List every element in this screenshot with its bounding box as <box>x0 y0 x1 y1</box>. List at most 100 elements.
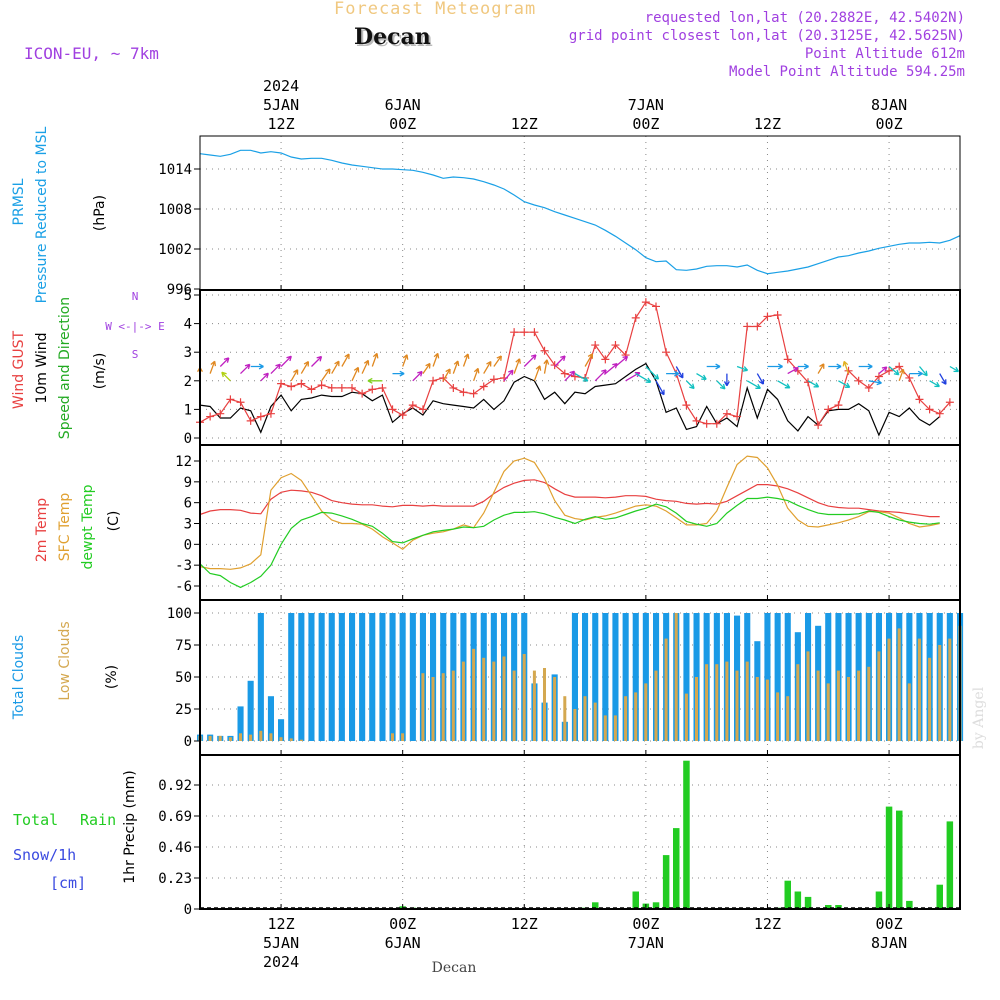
rain-bar <box>896 810 903 909</box>
wind-unit: (m/s) <box>92 353 108 390</box>
wind-direction-arrow <box>270 363 281 375</box>
gust-marker <box>520 328 529 337</box>
gust-marker <box>530 328 539 337</box>
wind-direction-arrow <box>412 370 423 382</box>
low-cloud-bar <box>654 670 658 741</box>
gust-marker <box>601 355 610 364</box>
wind-direction-arrow <box>797 363 809 370</box>
total-cloud-bar <box>399 613 406 741</box>
low-cloud-bar <box>208 735 212 741</box>
low-cloud-bar <box>695 677 698 741</box>
wind-direction-arrow <box>462 353 470 367</box>
total-clouds-label: Total Clouds <box>11 635 27 720</box>
panel-frame-precip <box>199 754 961 910</box>
dewpt-label: dewpt Temp <box>80 484 96 569</box>
gust-marker <box>763 312 772 321</box>
low-cloud-bar <box>249 734 253 741</box>
compass-north: N <box>132 290 139 303</box>
gust-marker <box>641 298 650 307</box>
bottom-time-label: 7JAN <box>628 934 664 952</box>
rain-bar <box>794 891 802 909</box>
total-cloud-bar <box>784 613 791 741</box>
total-cloud-bar <box>267 696 274 741</box>
wind-direction-arrow <box>858 363 873 370</box>
low-cloud-bar <box>603 715 607 741</box>
total-cloud-bar <box>612 613 619 741</box>
rain-bar <box>906 900 913 909</box>
wind-direction-arrow <box>361 359 370 374</box>
gust-marker <box>834 401 843 410</box>
total-cloud-bar <box>278 719 285 741</box>
bottom-time-label: 00Z <box>876 915 903 933</box>
total-cloud-bar <box>764 613 771 741</box>
total-cloud-bar <box>602 613 609 741</box>
ytick-label-temperature: -6 <box>175 579 192 595</box>
low-cloud-bar <box>431 677 435 741</box>
gust-marker <box>591 341 600 350</box>
gust-marker <box>611 341 620 350</box>
ytick-label-pressure: 1002 <box>158 242 192 258</box>
low-cloud-bar <box>522 654 526 741</box>
bottom-time-label: 6JAN <box>385 934 421 952</box>
low-cloud-bar <box>543 668 546 741</box>
gust-marker <box>378 383 387 392</box>
low-cloud-bar <box>634 692 638 741</box>
wind-direction-arrow <box>949 365 960 373</box>
rain-bar <box>784 880 791 909</box>
gust-marker <box>783 355 792 364</box>
total-cloud-bar <box>379 613 386 741</box>
bottom-time-label: 00Z <box>389 915 416 933</box>
ytick-label-temperature: 3 <box>184 517 192 533</box>
total-cloud-bar <box>328 613 335 741</box>
ytick-label-pressure: 996 <box>167 282 192 298</box>
series-10m-wind-line <box>199 362 941 437</box>
ytick-label-wind: 3 <box>184 345 192 361</box>
ytick-label-wind: 1 <box>184 402 192 418</box>
wind-direction-arrow <box>706 363 721 370</box>
wind-direction-arrow <box>604 363 618 375</box>
top-time-label: 12Z <box>268 115 295 133</box>
gust-marker <box>489 375 498 384</box>
total-cloud-bar <box>906 613 913 741</box>
low-cloud-bar <box>482 657 486 741</box>
wind-direction-arrow <box>392 370 405 377</box>
top-time-label: 8JAN <box>871 96 907 114</box>
frame-layer <box>194 135 961 910</box>
ytick-label-precip: 0.23 <box>158 871 192 887</box>
wind-direction-label: Speed and Direction <box>57 297 73 439</box>
ytick-label-wind: 0 <box>184 431 192 447</box>
gust-marker <box>398 411 407 420</box>
wind-direction-arrow <box>240 363 251 375</box>
total-cloud-bar <box>632 613 639 741</box>
low-cloud-bar <box>583 696 587 741</box>
low-cloud-bar <box>847 677 850 741</box>
low-cloud-bar <box>421 673 425 741</box>
gust-marker <box>712 419 721 428</box>
wind-direction-arrow <box>341 353 350 367</box>
low-cloud-bar <box>228 737 232 741</box>
top-time-label: 00Z <box>876 115 903 133</box>
wind-direction-arrow <box>675 366 684 379</box>
ytick-label-pressure: 1014 <box>158 162 192 178</box>
total-cloud-bar <box>359 613 366 741</box>
series-pressure-line <box>199 149 961 275</box>
wind-direction-arrow <box>584 353 594 367</box>
total-cloud-bar <box>825 613 832 741</box>
pressure-label: PRMSL <box>11 178 27 225</box>
bottom-time-label: 12Z <box>511 915 538 933</box>
wind-direction-arrow <box>250 363 264 370</box>
gust-marker <box>864 383 873 392</box>
low-cloud-bar <box>502 656 506 741</box>
wind-direction-arrow <box>503 369 514 382</box>
bottom-time-label: 5JAN <box>263 934 299 952</box>
gust-marker <box>925 405 934 414</box>
snow-label: Snow/1h <box>13 846 76 864</box>
low-cloud-bar <box>755 677 759 741</box>
rain-bar <box>673 828 680 909</box>
ytick-label-wind: 2 <box>184 374 192 390</box>
gust-marker <box>287 382 296 391</box>
total-cloud-bar <box>622 613 629 741</box>
low-cloud-bar <box>441 673 445 741</box>
wind-direction-arrow <box>432 352 440 367</box>
wind-direction-arrow <box>209 360 217 374</box>
